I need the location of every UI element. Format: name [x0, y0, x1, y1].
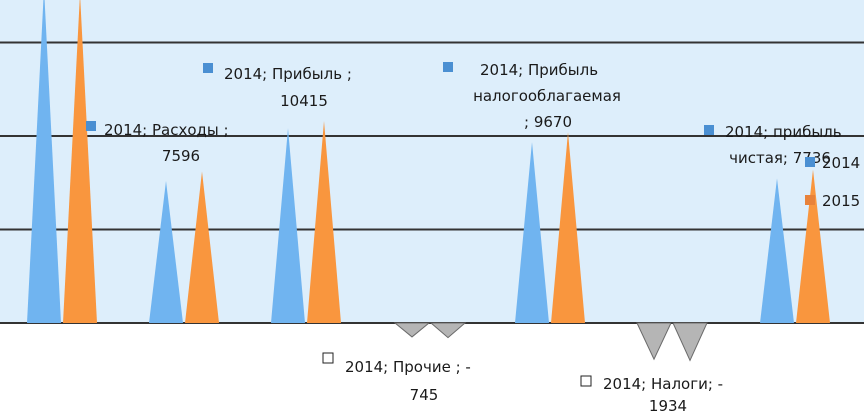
- legend-swatch-2014: [805, 157, 815, 167]
- data-label: 2014; Расходы ;: [104, 121, 229, 139]
- data-label: 7596: [162, 147, 200, 165]
- bar-2015-3: [429, 322, 467, 339]
- bar-2014-6: [760, 178, 794, 323]
- bar-2014-0: [27, 0, 61, 323]
- data-label-marker: [580, 375, 592, 387]
- data-label-marker: [704, 125, 714, 135]
- bar-2014-4: [515, 142, 549, 323]
- bar-2015-1: [185, 171, 219, 323]
- data-label: 2014; Прочие ; -: [345, 358, 471, 376]
- data-label: ; 9670: [524, 113, 572, 131]
- plot-background: [0, 0, 864, 323]
- data-label: 745: [410, 386, 439, 404]
- data-label: 10415: [280, 92, 328, 110]
- bar-2015-5: [672, 322, 708, 362]
- data-label: чистая; 7736: [729, 149, 831, 167]
- data-label: 1934: [649, 397, 687, 415]
- data-label: 2014; Налоги; -: [603, 375, 723, 393]
- bar-2015-2: [307, 121, 341, 323]
- data-label: 2014; Прибыль ;: [224, 65, 352, 83]
- bar-2014-2: [271, 128, 305, 323]
- data-label: 2014; прибыль: [725, 123, 842, 141]
- bar-2015-6: [796, 169, 830, 323]
- bar-2014-5: [636, 322, 672, 361]
- gridlines: [0, 41, 864, 324]
- legend-swatch-2015: [805, 195, 815, 205]
- data-label-marker: [203, 63, 213, 73]
- data-labels: 2014; Расходы ; 7596 2014; Прибыль ; 10415 2…: [86, 61, 842, 415]
- data-label-marker: [443, 62, 453, 72]
- legend: 2014 2015: [805, 154, 860, 210]
- data-label: налогооблагаемая: [473, 87, 621, 105]
- bar-2015-0: [63, 0, 97, 323]
- bar-2015-4: [551, 132, 585, 323]
- legend-label-2015: 2015: [822, 192, 860, 210]
- chart-marks: [27, 0, 830, 362]
- data-label: 2014; Прибыль: [480, 61, 598, 79]
- data-label-marker: [322, 352, 334, 364]
- legend-label-2014: 2014: [822, 154, 860, 172]
- bar-2014-1: [149, 180, 183, 323]
- data-label-marker: [86, 121, 96, 131]
- bar-2014-3: [393, 322, 431, 338]
